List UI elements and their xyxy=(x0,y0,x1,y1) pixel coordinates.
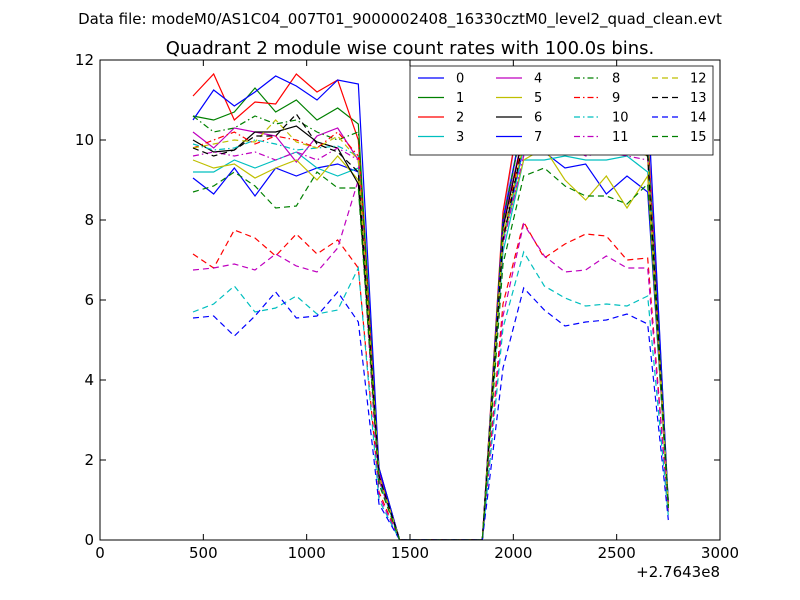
series-line-10 xyxy=(192,119,669,540)
suptitle: Data file: modeM0/AS1C04_007T01_90000024… xyxy=(78,10,722,29)
chart-title: Quadrant 2 module wise count rates with … xyxy=(166,38,655,59)
extra-series-line-2 xyxy=(192,179,669,540)
legend-label: 4 xyxy=(534,72,542,87)
legend-label: 7 xyxy=(534,130,542,145)
series-line-15 xyxy=(192,167,669,540)
legend-label: 2 xyxy=(456,111,464,126)
x-tick-label: 2500 xyxy=(598,544,636,562)
legend-label: 8 xyxy=(612,72,620,87)
legend-label: 9 xyxy=(612,91,620,106)
x-axis: 0 500 1000 1500 2000 2500 3000 xyxy=(95,60,739,562)
x-tick-label: 0 xyxy=(95,544,105,562)
legend-label: 6 xyxy=(534,111,542,126)
legend-label: 13 xyxy=(690,91,707,106)
x-tick-label: 1500 xyxy=(391,544,429,562)
y-tick-label: 6 xyxy=(84,291,94,309)
x-tick-label: 1000 xyxy=(288,544,326,562)
x-tick-label: 3000 xyxy=(701,544,739,562)
y-tick-label: 4 xyxy=(84,371,94,389)
series-line-3 xyxy=(193,151,669,540)
x-tick-label: 500 xyxy=(189,544,218,562)
series-line-0 xyxy=(192,147,669,540)
legend-label: 3 xyxy=(456,130,464,145)
y-tick-label: 8 xyxy=(84,211,94,229)
extra-series-line-1 xyxy=(192,220,669,540)
legend-label: 10 xyxy=(612,111,629,126)
legend-label: 5 xyxy=(534,91,542,106)
y-tick-label: 2 xyxy=(84,451,94,469)
legend-label: 12 xyxy=(690,72,707,87)
legend-label: 14 xyxy=(690,111,707,126)
legend-label: 1 xyxy=(456,91,464,106)
legend-label: 11 xyxy=(612,130,629,145)
x-axis-offset-label: +2.7643e8 xyxy=(636,563,720,581)
x-tick-label: 2000 xyxy=(494,544,532,562)
legend-label: 15 xyxy=(690,130,707,145)
series-line-14 xyxy=(192,286,669,540)
legend-box xyxy=(409,65,714,156)
legend-label: 0 xyxy=(456,72,464,87)
y-tick-label: 10 xyxy=(75,131,94,149)
extra-series-line-3 xyxy=(192,250,669,540)
series-line-11 xyxy=(192,143,669,540)
y-tick-label: 12 xyxy=(75,51,94,69)
y-tick-label: 0 xyxy=(84,531,94,549)
